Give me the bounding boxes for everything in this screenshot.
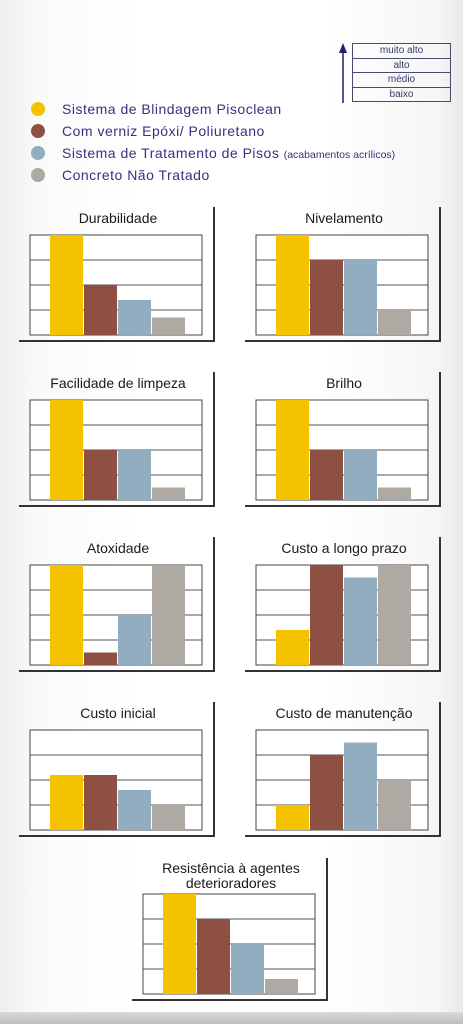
bar — [378, 487, 411, 500]
chart-title: Facilidade de limpeza — [50, 375, 186, 391]
bar — [50, 775, 83, 830]
up-arrow-icon — [339, 43, 347, 103]
legend-label: Concreto Não Tratado — [62, 167, 210, 183]
chart-panel: Atoxidade — [19, 535, 217, 673]
bar — [344, 260, 377, 335]
chart-panel: Resistência à agentes deterioradores — [132, 858, 330, 1002]
chart-title: Custo a longo prazo — [281, 540, 407, 556]
level-scale-box: muito alto alto médio baixo — [352, 43, 451, 103]
bar — [50, 235, 83, 335]
bar-chart — [245, 372, 441, 507]
chart-panel: Brilho — [245, 370, 443, 508]
bar-chart — [245, 702, 441, 837]
bar — [84, 285, 117, 335]
bar — [50, 400, 83, 500]
bar — [231, 944, 264, 994]
level-scale: muito alto alto médio baixo — [339, 43, 454, 103]
legend-label: Sistema de Blindagem Pisoclean — [62, 101, 282, 117]
legend-label: Com verniz Epóxi/ Poliuretano — [62, 123, 265, 139]
bar — [344, 450, 377, 500]
bar — [118, 450, 151, 500]
bar — [344, 577, 377, 665]
bar-chart — [245, 207, 441, 342]
legend-label-group: Sistema de Tratamento de Pisos (acabamen… — [62, 142, 395, 166]
legend-label: Sistema de Tratamento de Pisos — [62, 145, 280, 161]
legend-note: (acabamentos acrílicos) — [283, 149, 396, 161]
bar — [84, 450, 117, 500]
bar — [265, 979, 298, 994]
chart-title: Brilho — [326, 375, 362, 391]
chart-panel: Nivelamento — [245, 205, 443, 343]
bar-chart — [19, 207, 215, 342]
chart-title: Custo de manutenção — [275, 705, 413, 721]
bar — [84, 775, 117, 830]
chart-panel: Custo de manutenção — [245, 700, 443, 838]
bar-chart — [132, 858, 328, 1001]
chart-panel: Custo a longo prazo — [245, 535, 443, 673]
bar — [118, 300, 151, 335]
bar-chart — [19, 702, 215, 837]
bar — [378, 310, 411, 335]
bar — [276, 400, 309, 500]
bar — [378, 565, 411, 665]
bar — [310, 450, 343, 500]
bar — [197, 919, 230, 994]
chart-title: Resistência à agentes deterioradores — [162, 860, 300, 891]
legend-dot-icon — [31, 168, 45, 182]
bar — [310, 755, 343, 830]
footer-bar — [0, 1012, 463, 1024]
bar — [152, 487, 185, 500]
bar — [276, 630, 309, 665]
bar — [152, 317, 185, 335]
bar — [378, 780, 411, 830]
bar — [152, 565, 185, 665]
legend-dot-icon — [31, 146, 45, 160]
chart-title: Nivelamento — [305, 210, 383, 226]
level-alto: alto — [352, 57, 451, 73]
legend-dot-icon — [31, 102, 45, 116]
bar — [344, 742, 377, 830]
level-medio: médio — [352, 72, 451, 87]
bar-chart — [19, 537, 215, 672]
legend-dot-icon — [31, 124, 45, 138]
chart-panel: Facilidade de limpeza — [19, 370, 217, 508]
chart-title: Atoxidade — [86, 540, 150, 556]
bar — [163, 894, 196, 994]
bar — [152, 805, 185, 830]
chart-title: Durabilidade — [78, 210, 158, 226]
bar — [50, 565, 83, 665]
bar — [118, 790, 151, 830]
level-baixo: baixo — [352, 86, 451, 103]
chart-panel: Durabilidade — [19, 205, 217, 343]
bar — [118, 615, 151, 665]
chart-title: Custo inicial — [80, 705, 156, 721]
bar — [276, 235, 309, 335]
bar — [84, 652, 117, 665]
bar — [310, 565, 343, 665]
level-muito-alto: muito alto — [352, 43, 451, 58]
bar-chart — [245, 537, 441, 672]
bar-chart — [19, 372, 215, 507]
chart-panel: Custo inicial — [19, 700, 217, 838]
bar — [310, 260, 343, 335]
bar — [276, 805, 309, 830]
